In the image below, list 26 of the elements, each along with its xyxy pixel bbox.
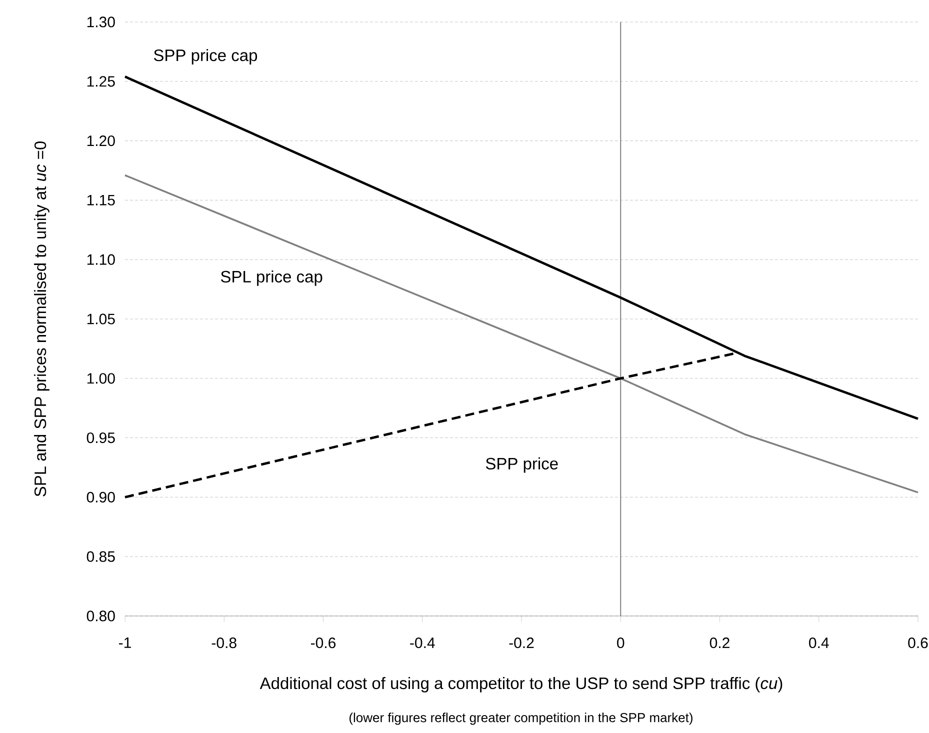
x-tick-label: -1 [118, 638, 131, 648]
text: (lower figures reflect greater competition in the SPP market) [349, 712, 692, 725]
y-tick-label: 1.00 [87, 373, 115, 384]
x-tick-label: 0 [617, 638, 624, 648]
x-tick-label: 0.4 [809, 638, 829, 648]
y-tick-label: 1.05 [87, 314, 115, 324]
text: SPP price [486, 457, 558, 473]
y-tick-label: 0.90 [86, 492, 115, 502]
y-tick-label: 1.30 [87, 16, 115, 28]
x-tick-label: -0.6 [310, 638, 336, 648]
y-tick-label: 1.20 [87, 135, 115, 146]
y-tick-label: 0.85 [86, 551, 115, 562]
y-tick-label: 1.25 [87, 76, 115, 87]
x-tick-label: 0.2 [710, 638, 730, 648]
series-label: SPP price cap [154, 49, 258, 64]
y-tick-label: 0.95 [86, 432, 115, 444]
y-tick-label: 1.15 [87, 194, 115, 206]
y-tick-label: 1.10 [87, 254, 115, 265]
x-tick-label: -0.8 [212, 638, 236, 648]
y-tick-label: 0.80 [86, 610, 115, 622]
x-tick-label: 0.6 [908, 638, 928, 648]
x-tick-label: -0.2 [509, 638, 534, 648]
x-tick-label: -0.4 [410, 638, 435, 648]
y-axis-title: SPL and SPP prices normalised to unity at uc =0 [34, 141, 50, 496]
x-axis-title: Additional cost of using a competitor to the USP to send SPP traffic (cu) [260, 677, 782, 692]
series-label: SPL price cap [220, 270, 322, 286]
